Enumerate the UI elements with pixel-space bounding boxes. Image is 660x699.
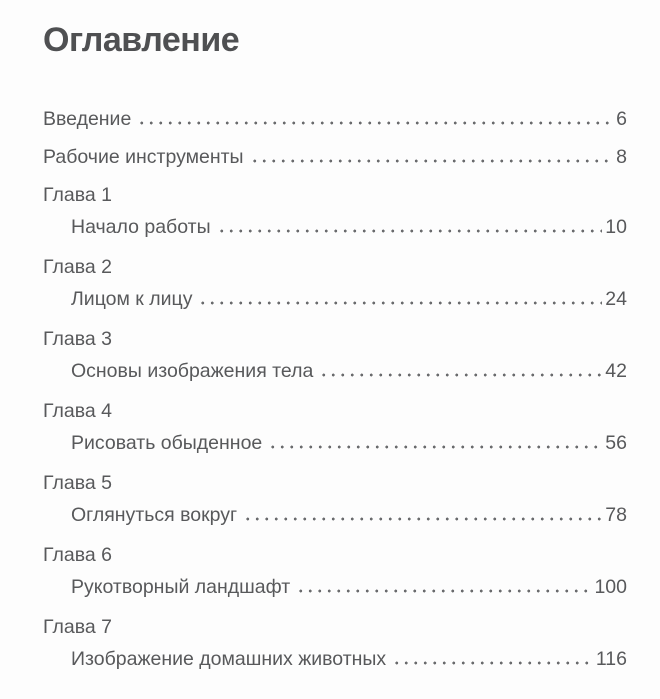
toc-entry-page-number: 8 xyxy=(616,146,627,168)
toc-entry: Основы изображения тела 42 xyxy=(43,360,627,382)
toc-entries: Введение 6 Рабочие инструменты 8 Глава 1… xyxy=(43,108,627,670)
toc-chapter-group: Глава 4 Рисовать обыденное 56 xyxy=(43,400,627,454)
dot-leader xyxy=(214,229,603,233)
toc-entry-label: Основы изображения тела xyxy=(71,360,314,382)
toc-chapter-group: Глава 6 Рукотворный ландшафт 100 xyxy=(43,544,627,598)
toc-chapter-heading: Глава 5 xyxy=(43,472,112,494)
dot-leader xyxy=(266,445,603,449)
toc-entry: Введение 6 xyxy=(43,108,627,130)
toc-entry: Лицом к лицу 24 xyxy=(43,288,627,310)
toc-entry-label: Введение xyxy=(43,108,132,130)
page-title: Оглавление xyxy=(43,21,240,59)
dot-leader xyxy=(196,301,603,305)
toc-entry-page-number: 116 xyxy=(595,648,627,670)
toc-entry-label: Лицом к лицу xyxy=(71,288,193,310)
toc-chapter-group: Глава 7 Изображение домашних животных 11… xyxy=(43,616,627,670)
toc-entry-label: Рисовать обыденное xyxy=(71,432,263,454)
dot-leader xyxy=(294,589,592,593)
toc-chapter-heading: Глава 6 xyxy=(43,544,112,566)
toc-entry-label: Рукотворный ландшафт xyxy=(71,576,291,598)
toc-entry: Оглянуться вокруг 78 xyxy=(43,504,627,526)
toc-entry: Рисовать обыденное 56 xyxy=(43,432,627,454)
toc-entry: Начало работы 10 xyxy=(43,216,627,238)
toc-chapter-heading: Глава 7 xyxy=(43,616,112,638)
dot-leader xyxy=(390,661,593,665)
toc-chapter-group: Глава 3 Основы изображения тела 42 xyxy=(43,328,627,382)
toc-entry-label: Начало работы xyxy=(71,216,211,238)
toc-entry: Рукотворный ландшафт 100 xyxy=(43,576,627,598)
toc-entry: Изображение домашних животных 116 xyxy=(43,648,627,670)
toc-chapter-group: Глава 2 Лицом к лицу 24 xyxy=(43,256,627,310)
toc-chapter-heading: Глава 1 xyxy=(43,184,112,206)
toc-chapter-heading: Глава 4 xyxy=(43,400,112,422)
toc-entry-page-number: 6 xyxy=(616,108,627,130)
toc-entry-page-number: 56 xyxy=(605,432,627,454)
toc-chapter-heading: Глава 2 xyxy=(43,256,112,278)
toc-chapter-group: Глава 1 Начало работы 10 xyxy=(43,184,627,238)
dot-leader xyxy=(247,159,614,163)
toc-entry-page-number: 10 xyxy=(605,216,627,238)
toc-entry-page-number: 78 xyxy=(605,504,627,526)
toc-entry: Рабочие инструменты 8 xyxy=(43,146,627,168)
dot-leader xyxy=(135,121,614,125)
toc-entry-label: Изображение домашних животных xyxy=(71,648,387,670)
dot-leader xyxy=(317,373,603,377)
toc-entry-page-number: 24 xyxy=(605,288,627,310)
toc-entry-label: Оглянуться вокруг xyxy=(71,504,238,526)
dot-leader xyxy=(241,517,603,521)
toc-entry-label: Рабочие инструменты xyxy=(43,146,244,168)
toc-chapter-heading: Глава 3 xyxy=(43,328,112,350)
toc-entry-page-number: 42 xyxy=(605,360,627,382)
toc-chapter-group: Глава 5 Оглянуться вокруг 78 xyxy=(43,472,627,526)
toc-entry-page-number: 100 xyxy=(594,576,627,598)
